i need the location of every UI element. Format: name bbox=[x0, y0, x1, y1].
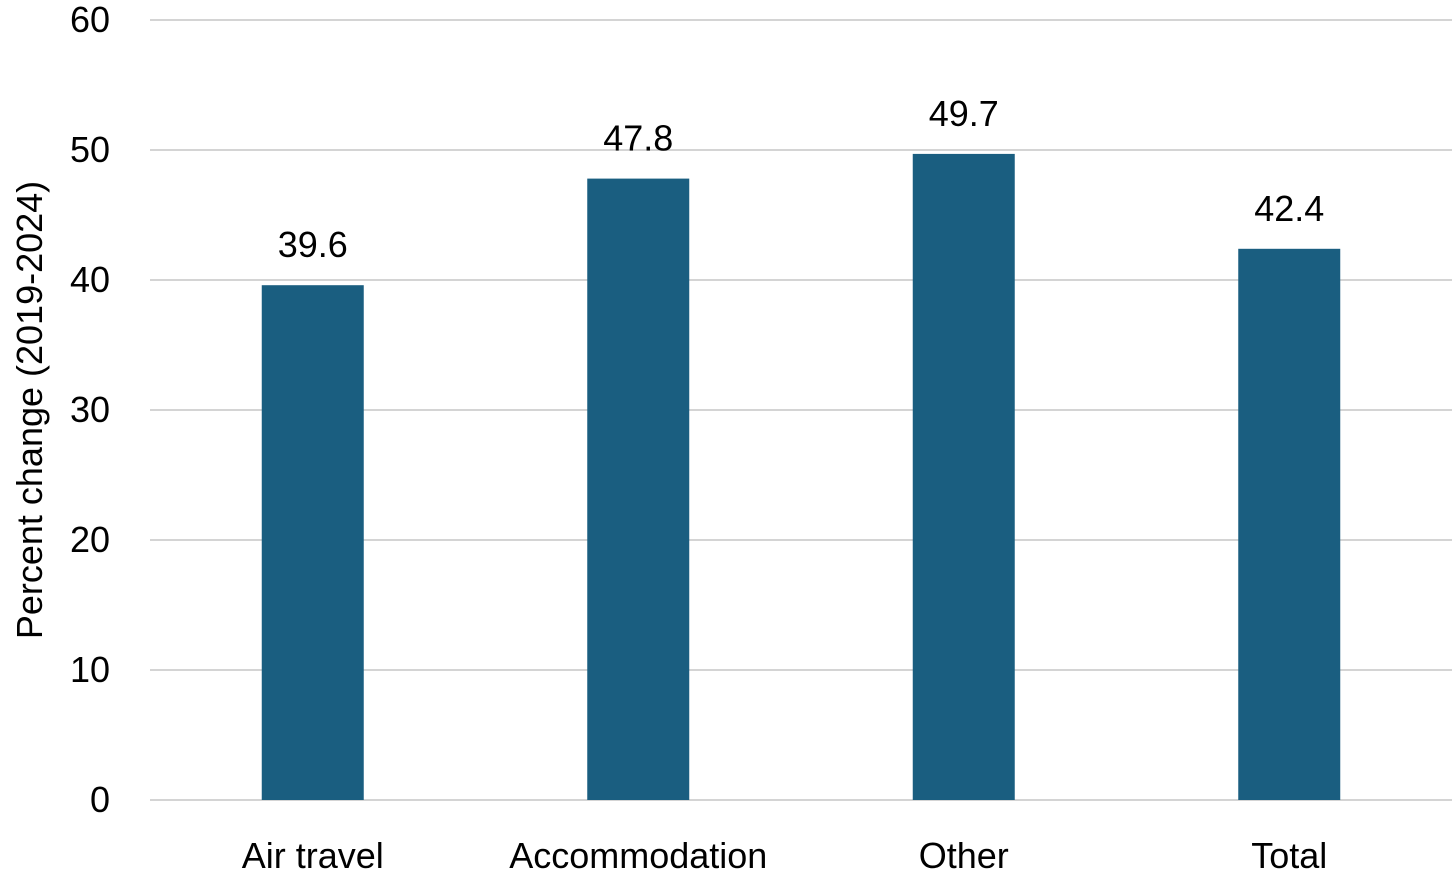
x-category-label: Other bbox=[919, 835, 1009, 875]
gridlines bbox=[150, 19, 1452, 801]
x-category-label: Air travel bbox=[242, 835, 384, 875]
y-tick-label: 40 bbox=[70, 259, 110, 300]
data-label: 39.6 bbox=[278, 224, 348, 265]
y-tick-label: 10 bbox=[70, 649, 110, 690]
x-category-label: Accommodation bbox=[509, 835, 767, 875]
bar bbox=[1238, 248, 1341, 801]
data-label: 42.4 bbox=[1254, 188, 1324, 229]
bar bbox=[261, 285, 364, 800]
bars bbox=[261, 153, 1341, 801]
data-label: 49.7 bbox=[929, 93, 999, 134]
y-tick-label: 20 bbox=[70, 519, 110, 560]
y-axis-label: Percent change (2019-2024) bbox=[9, 181, 50, 639]
bar bbox=[912, 153, 1015, 800]
x-axis-categories: Air travel Accommodation Other Total bbox=[242, 835, 1328, 875]
y-tick-label: 60 bbox=[70, 0, 110, 40]
y-tick-label: 50 bbox=[70, 129, 110, 170]
y-tick-label: 30 bbox=[70, 389, 110, 430]
bar bbox=[587, 178, 690, 801]
data-labels: 39.6 47.8 49.7 42.4 bbox=[278, 93, 1325, 265]
x-category-label: Total bbox=[1251, 835, 1327, 875]
y-axis-ticks: 0 10 20 30 40 50 60 bbox=[70, 0, 110, 820]
y-tick-label: 0 bbox=[90, 779, 110, 820]
data-label: 47.8 bbox=[603, 118, 673, 159]
